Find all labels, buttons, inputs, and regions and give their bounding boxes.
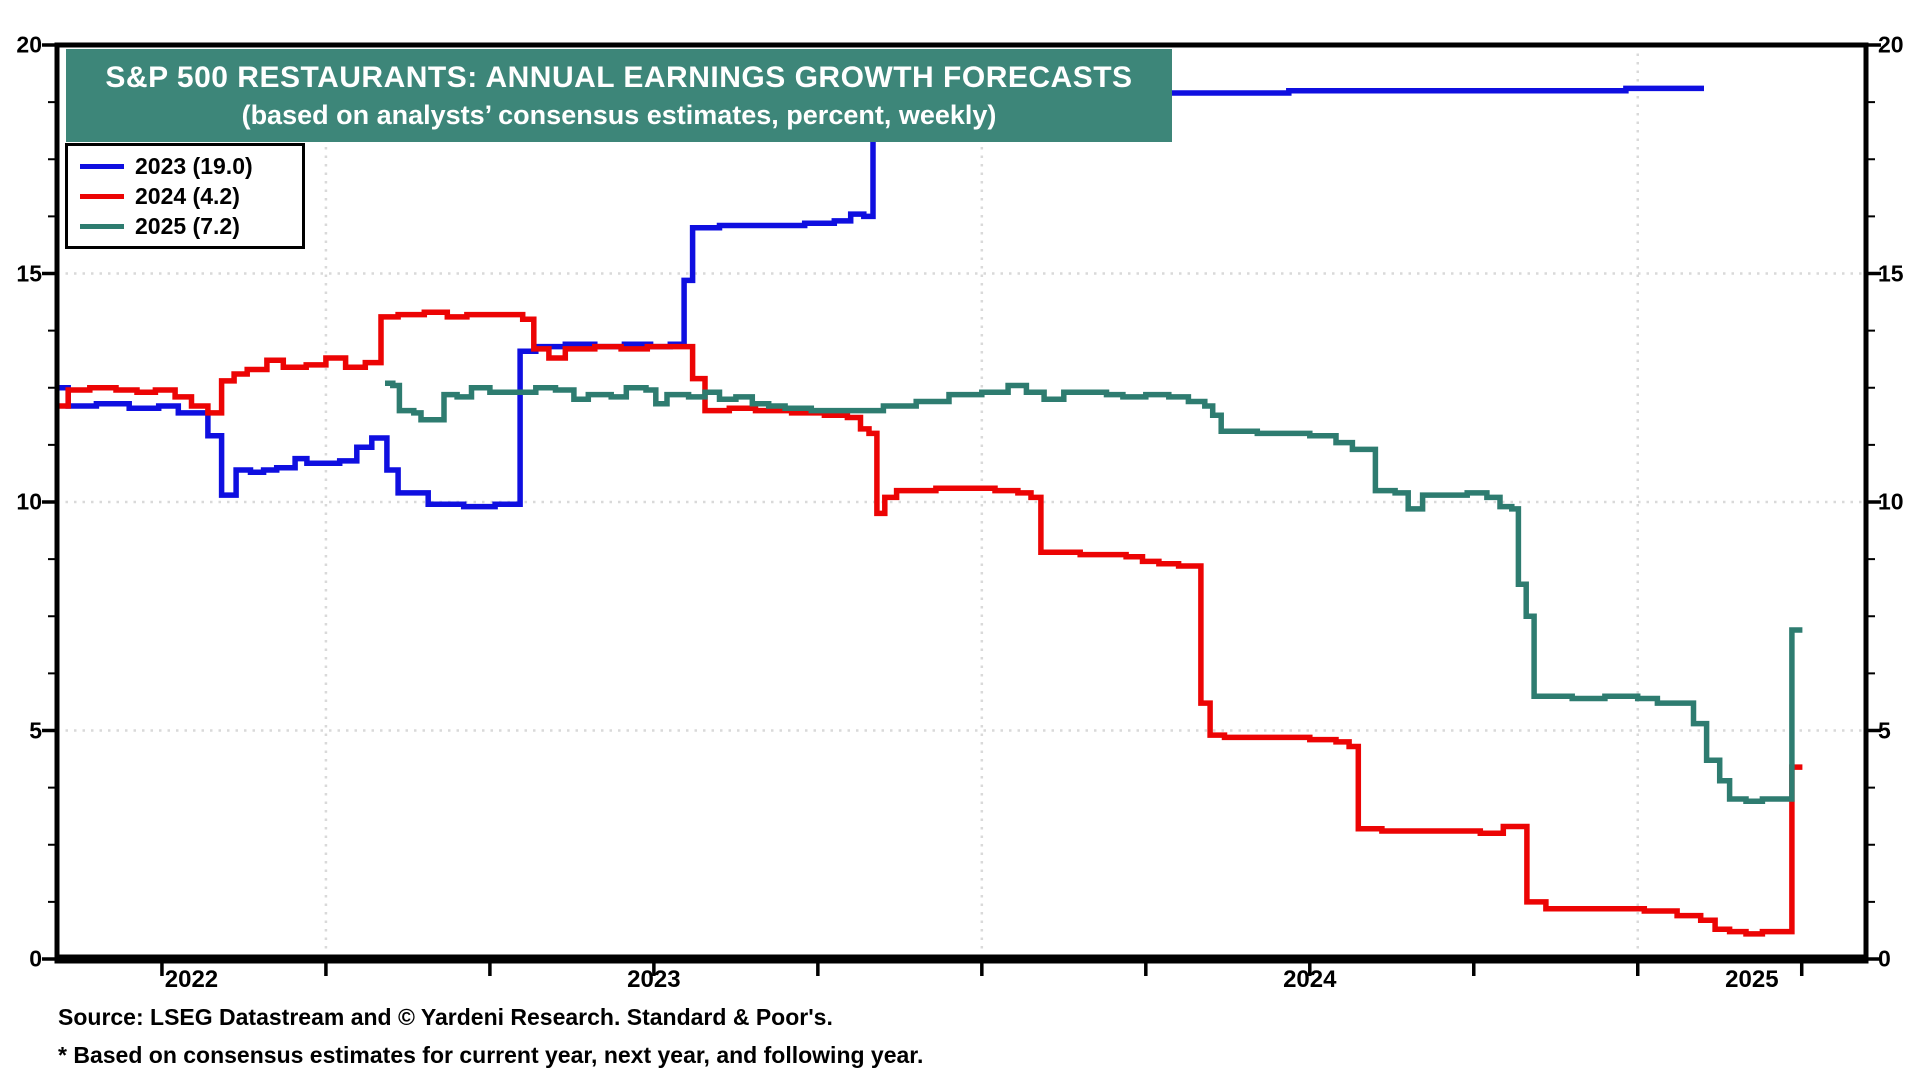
y-tick-label-15-left: 15	[16, 260, 42, 286]
legend-swatch-2025	[80, 223, 124, 229]
gridlines	[57, 45, 1866, 959]
legend-item-2025: 2025 (7.2)	[80, 213, 292, 239]
x-tick-label-2022: 2022	[164, 966, 219, 993]
legend-item-2023: 2023 (19.0)	[80, 153, 292, 179]
data-series-lines	[57, 85, 1803, 937]
chart-title: S&P 500 RESTAURANTS: ANNUAL EARNINGS GRO…	[105, 60, 1133, 94]
legend-label-2024: 2024 (4.2)	[135, 182, 240, 209]
source-text: Source: LSEG Datastream and © Yardeni Re…	[58, 1004, 833, 1030]
x-tick-label-2025: 2025	[1725, 966, 1779, 993]
y-tick-label-20-right: 20	[1878, 31, 1904, 58]
x-tick-label-2023: 2023	[627, 966, 681, 993]
x-tick-label-2024: 2024	[1283, 966, 1337, 993]
legend-swatch-2024	[80, 193, 124, 199]
legend-item-2024: 2024 (4.2)	[80, 183, 292, 209]
y-tick-label-20-left: 20	[16, 31, 42, 58]
chart-subtitle: (based on analysts’ consensus estimates,…	[241, 99, 997, 130]
y-tick-label-5-right: 5	[1878, 717, 1891, 743]
title-banner: S&P 500 RESTAURANTS: ANNUAL EARNINGS GRO…	[66, 49, 1172, 142]
y-tick-label-15-right: 15	[1878, 260, 1904, 286]
y-tick-label-0-left: 0	[29, 945, 42, 972]
legend-swatch-2023	[80, 163, 124, 169]
legend-label-2023: 2023 (19.0)	[135, 152, 253, 179]
footnote-text: * Based on consensus estimates for curre…	[58, 1042, 924, 1068]
legend-box: 2023 (19.0) 2024 (4.2) 2025 (7.2)	[65, 143, 305, 249]
y-tick-label-10-right: 10	[1878, 488, 1904, 515]
plot-frame-and-ticks	[42, 42, 1881, 976]
legend-label-2025: 2025 (7.2)	[135, 212, 240, 239]
y-tick-label-0-right: 0	[1878, 945, 1891, 972]
y-tick-label-5-left: 5	[29, 717, 42, 743]
y-tick-label-10-left: 10	[16, 488, 42, 515]
